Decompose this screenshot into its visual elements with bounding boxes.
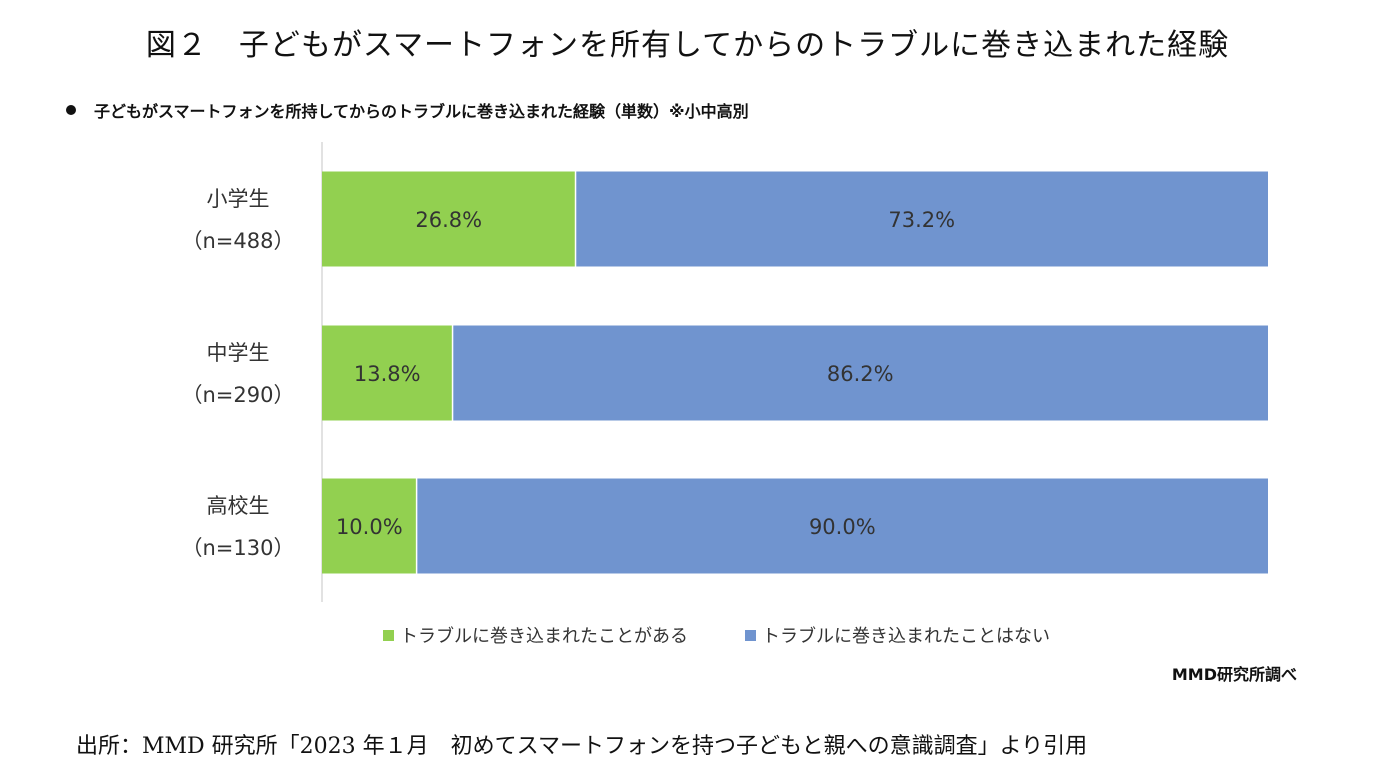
data-label: 13.8% [354, 362, 421, 386]
category-sample-size: （n=130） [182, 536, 295, 560]
legend-label-trouble-yes: トラブルに巻き込まれたことがある [400, 626, 688, 647]
legend-swatch-green [383, 630, 394, 641]
data-label: 10.0% [336, 515, 403, 539]
bar-segment-trouble-yes-2 [322, 478, 417, 574]
chart-title: 子どもがスマートフォンを所持してからのトラブルに巻き込まれた経験（単数）※小中高… [66, 98, 749, 122]
data-label: 26.8% [415, 208, 482, 232]
category-label: 小学生 [207, 187, 270, 211]
bar-segment-trouble-no-1 [452, 325, 1269, 421]
bullet-icon [66, 105, 76, 115]
legend-item-trouble-no: トラブルに巻き込まれたことはない [745, 622, 1050, 648]
data-label: 86.2% [827, 362, 894, 386]
legend-label-trouble-no: トラブルに巻き込まれたことはない [762, 626, 1050, 647]
credit: MMD研究所調べ [1171, 665, 1297, 684]
bar-segment-trouble-no-2 [416, 478, 1269, 574]
chart-title-text: 子どもがスマートフォンを所持してからのトラブルに巻き込まれた経験（単数）※小中高… [94, 102, 749, 121]
figure-title: 図２ 子どもがスマートフォンを所有してからのトラブルに巻き込まれた経験 [145, 28, 1230, 63]
data-label: 90.0% [809, 515, 876, 539]
legend-item-trouble-yes: トラブルに巻き込まれたことがある [383, 622, 688, 648]
legend: トラブルに巻き込まれたことがある トラブルに巻き込まれたことはない [0, 622, 1375, 650]
data-label: 73.2% [888, 208, 955, 232]
legend-swatch-blue [745, 630, 756, 641]
bar-segment-trouble-no-0 [575, 171, 1268, 267]
stacked-bar-chart: 26.8% 73.2% 小学生 （n=488） 13.8% 86.2% 中学生 （n=290）… [182, 142, 1269, 602]
category-sample-size: （n=290） [182, 383, 295, 407]
bar-segment-trouble-yes-1 [322, 325, 453, 421]
category-label: 中学生 [207, 341, 270, 365]
bar-segment-trouble-yes-0 [322, 171, 576, 267]
category-label: 高校生 [207, 494, 270, 518]
category-sample-size: （n=488） [182, 229, 295, 253]
source-citation: 出所：MMD 研究所「2023 年１月 初めてスマートフォンを持つ子どもと親への… [76, 734, 1088, 759]
